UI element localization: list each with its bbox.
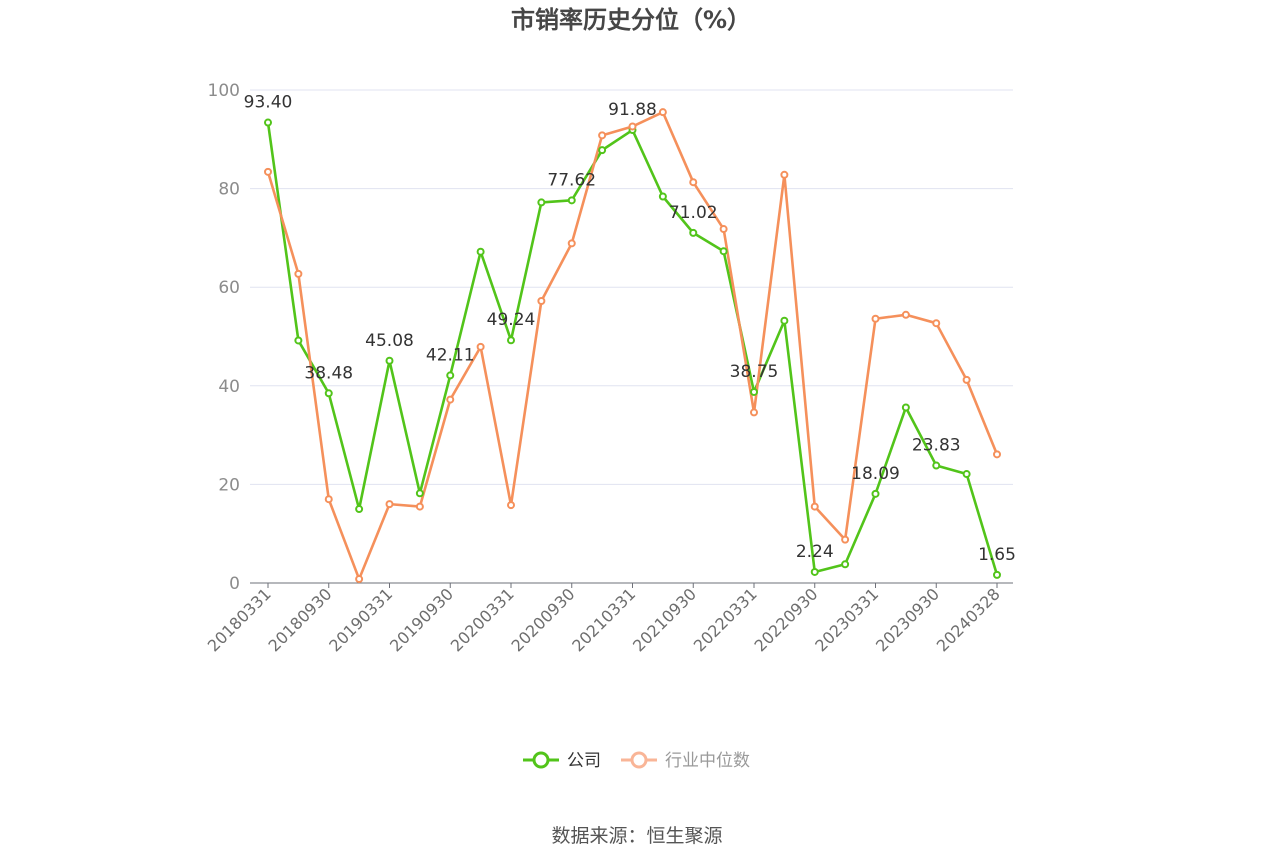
data-label: 45.08	[365, 331, 414, 351]
x-tick-label: 20200930	[508, 584, 579, 655]
data-point	[294, 336, 303, 345]
data-label: 23.83	[912, 436, 961, 456]
y-tick-label: 40	[218, 377, 240, 397]
data-point	[264, 167, 272, 176]
data-point	[750, 387, 758, 396]
data-point	[446, 371, 455, 380]
data-label: 42.11	[426, 345, 475, 365]
data-point	[476, 247, 485, 256]
data-label: 38.48	[304, 363, 353, 383]
x-tick-label: 20240328	[933, 584, 1004, 655]
chart-title: 市销率历史分位（%）	[511, 6, 751, 34]
data-point	[719, 225, 728, 234]
x-tick-label: 20190331	[325, 584, 396, 655]
data-point	[780, 170, 789, 179]
data-point	[628, 122, 637, 131]
data-point	[476, 342, 485, 351]
data-point	[810, 502, 819, 511]
data-point	[294, 269, 303, 278]
data-point	[932, 319, 941, 328]
data-point	[567, 239, 576, 248]
source-note: 数据来源：恒生聚源	[551, 825, 722, 847]
legend-marker	[532, 751, 550, 769]
data-point	[750, 408, 758, 417]
data-point	[507, 501, 515, 510]
data-labels: 93.40 38.48 45.08 42.11 49.24 77.62 91.88 71.02…	[244, 93, 1016, 565]
data-point	[901, 403, 910, 412]
data-point	[537, 297, 546, 306]
data-point	[355, 575, 364, 584]
legend-label: 行业中位数	[665, 751, 750, 771]
data-label: 1.65	[978, 545, 1016, 565]
data-label: 2.24	[796, 542, 834, 562]
data-label: 93.40	[244, 93, 293, 113]
y-tick-label: 20	[218, 475, 240, 495]
data-point	[658, 192, 667, 201]
data-point	[567, 196, 576, 205]
data-point	[962, 470, 971, 479]
legend-item[interactable]: 行业中位数	[621, 751, 750, 771]
data-point	[658, 108, 667, 117]
grid	[250, 89, 1013, 485]
data-point	[871, 489, 880, 498]
x-tick-label: 20230930	[872, 584, 943, 655]
x-tick-label: 20210930	[629, 584, 700, 655]
x-tick-label: 20200331	[447, 584, 518, 655]
data-point	[415, 489, 424, 498]
x-tick-label: 20190930	[386, 584, 457, 655]
data-point	[841, 560, 850, 569]
data-point	[871, 314, 880, 323]
data-label: 38.75	[730, 362, 779, 382]
data-point	[780, 316, 789, 325]
data-point	[689, 178, 698, 187]
data-point	[841, 535, 850, 544]
y-tick-label: 60	[218, 278, 240, 298]
data-label: 71.02	[669, 203, 718, 223]
x-tick-label: 20220930	[751, 584, 822, 655]
data-point	[385, 356, 394, 365]
y-tick-label: 80	[218, 180, 240, 200]
data-point	[264, 118, 272, 127]
data-point	[689, 228, 698, 237]
data-point	[324, 495, 333, 504]
data-point	[598, 131, 607, 140]
legend[interactable]: 公司 行业中位数	[523, 751, 750, 771]
data-point	[385, 500, 394, 509]
x-tick-label: 20230331	[811, 584, 882, 655]
data-label: 49.24	[487, 310, 536, 330]
x-tick-label: 20180930	[265, 584, 336, 655]
x-tick-label: 20210331	[568, 584, 639, 655]
data-point	[324, 389, 333, 398]
data-point	[537, 198, 546, 207]
data-point	[598, 146, 607, 155]
data-point	[810, 567, 819, 576]
data-label: 18.09	[851, 464, 900, 484]
data-point	[446, 395, 455, 404]
legend-marker	[630, 751, 648, 769]
data-point	[932, 461, 941, 470]
series-points	[264, 108, 1001, 584]
data-label: 77.62	[547, 170, 596, 190]
data-point	[415, 502, 424, 511]
data-point	[507, 336, 515, 345]
y-tick-label: 100	[208, 81, 240, 101]
data-point	[962, 375, 971, 384]
x-tick-label: 20180331	[204, 584, 275, 655]
x-tick-label: 20220331	[690, 584, 761, 655]
data-point	[993, 450, 1001, 459]
data-point	[901, 310, 910, 319]
data-point	[719, 247, 728, 256]
data-label: 91.88	[608, 100, 657, 120]
legend-label: 公司	[567, 751, 601, 771]
data-point	[355, 505, 364, 514]
data-point	[993, 570, 1001, 579]
y-tick-label: 0	[229, 574, 240, 594]
legend-item[interactable]: 公司	[523, 751, 601, 771]
